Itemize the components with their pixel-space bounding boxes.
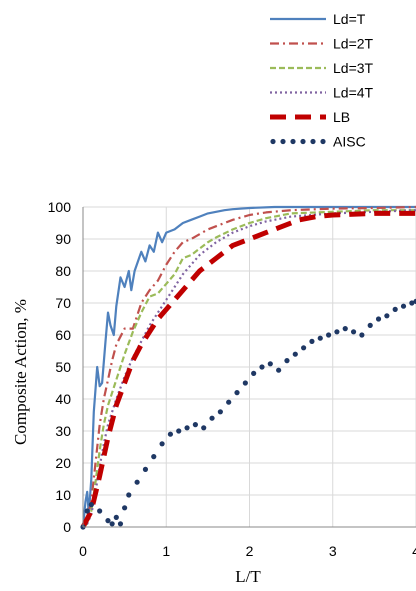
legend-entry-ld-4t: Ld=4T: [270, 85, 374, 101]
data-point: [384, 313, 390, 319]
legend-label: Ld=2T: [333, 36, 374, 52]
tick-labels: 0 10 20 30 40 50 60 70 80 90 100 0 1 2 3 4: [48, 199, 416, 559]
grid: [83, 206, 416, 527]
data-point: [342, 326, 348, 332]
data-point: [151, 454, 157, 460]
data-point: [192, 422, 198, 428]
series-line-ld-3t: [82, 209, 416, 528]
data-point: [159, 441, 165, 447]
y-tick-label: 80: [55, 263, 71, 279]
series-group: [80, 205, 416, 530]
axes: [82, 207, 416, 528]
data-point: [359, 332, 365, 338]
data-point: [201, 425, 207, 431]
data-point: [392, 306, 398, 312]
data-point: [375, 316, 382, 322]
x-tick-label: 1: [162, 543, 170, 559]
data-point: [126, 492, 132, 498]
data-point: [413, 298, 416, 304]
y-tick-label: 40: [55, 391, 71, 407]
legend-swatch: [280, 138, 286, 145]
data-point: [217, 409, 223, 415]
data-point: [226, 399, 232, 405]
data-point: [267, 361, 273, 367]
data-point: [122, 505, 128, 511]
data-point: [292, 351, 298, 357]
data-point: [88, 502, 94, 508]
y-tick-label: 100: [48, 199, 72, 215]
data-point: [309, 338, 315, 344]
data-point: [142, 466, 149, 472]
x-axis-title: L/T: [235, 567, 261, 586]
data-point: [117, 521, 124, 527]
series-line-ld-t: [81, 205, 416, 528]
data-point: [334, 329, 340, 335]
legend-swatch: [290, 138, 296, 145]
data-point: [84, 508, 90, 514]
series-line-ld-2t: [81, 205, 416, 528]
data-point: [400, 303, 407, 309]
legend-label: Ld=T: [333, 11, 366, 27]
y-tick-label: 70: [55, 295, 71, 311]
data-point: [105, 518, 111, 524]
data-point: [276, 367, 282, 373]
series-line-ld-4t: [82, 209, 416, 528]
x-tick-label: 0: [79, 543, 87, 559]
data-point: [176, 428, 182, 434]
legend-label: Ld=4T: [333, 85, 374, 101]
legend-entry-lb: LB: [270, 109, 350, 125]
x-tick-label: 3: [329, 543, 337, 559]
data-point: [234, 390, 240, 396]
legend-label: LB: [333, 109, 350, 125]
data-point: [350, 329, 357, 335]
series-line-lb: [80, 210, 416, 529]
data-point: [97, 508, 103, 514]
data-point: [251, 370, 257, 376]
legend-label: Ld=3T: [333, 60, 374, 76]
y-tick-label: 30: [55, 423, 71, 439]
data-point: [367, 322, 373, 328]
legend-entry-ld-2t: Ld=2T: [270, 36, 374, 52]
x-tick-label: 2: [246, 543, 254, 559]
y-tick-label: 50: [55, 359, 71, 375]
y-tick-label: 90: [55, 231, 71, 247]
data-point: [184, 425, 190, 431]
legend-label: AISC: [333, 134, 366, 150]
data-point: [284, 358, 290, 364]
data-point: [259, 364, 265, 370]
data-point: [325, 332, 332, 338]
data-point: [301, 345, 307, 351]
series-aisc: [80, 298, 416, 530]
data-point: [134, 479, 140, 485]
legend-entry-aisc: AISC: [270, 134, 366, 150]
legend-swatch: [320, 138, 326, 145]
data-point: [167, 431, 174, 437]
y-tick-label: 20: [55, 455, 71, 471]
legend-entry-ld-t: Ld=T: [270, 11, 366, 27]
y-tick-label: 10: [55, 487, 71, 503]
legend-swatch: [310, 138, 316, 145]
legend: Ld=T Ld=2T Ld=3T Ld=4T LB AISC: [270, 11, 374, 150]
legend-swatch: [300, 138, 306, 145]
x-tick-label: 4: [412, 543, 416, 559]
data-point: [209, 415, 215, 421]
y-axis-title: Composite Action, %: [11, 299, 30, 445]
legend-swatch: [270, 138, 276, 145]
data-point: [109, 521, 115, 527]
y-tick-label: 0: [63, 519, 71, 535]
legend-entry-ld-3t: Ld=3T: [270, 60, 374, 76]
data-point: [113, 514, 119, 521]
data-point: [409, 300, 415, 306]
data-point: [242, 380, 248, 386]
y-tick-label: 60: [55, 327, 71, 343]
data-point: [317, 335, 323, 341]
